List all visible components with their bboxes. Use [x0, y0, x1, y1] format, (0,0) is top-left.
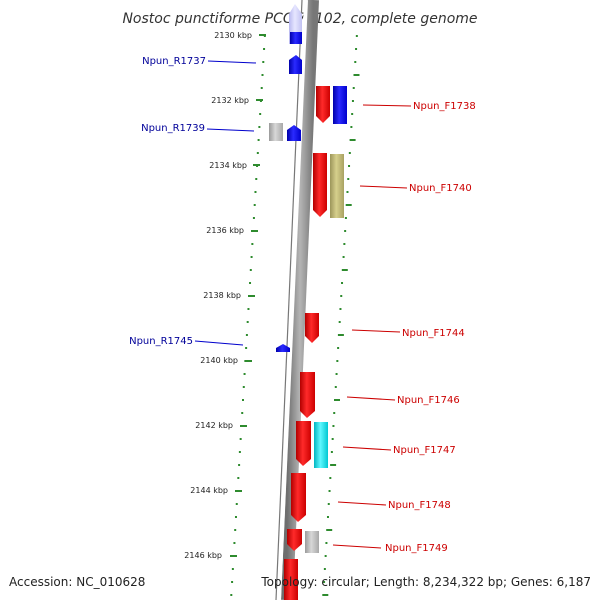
gene-label-npun-f1744[interactable]: Npun_F1744 [351, 328, 465, 339]
scale-tick: 2134 kbp [209, 161, 260, 170]
scale-tick-label: 2134 kbp [209, 161, 247, 170]
svg-text:Npun_R1737: Npun_R1737 [142, 56, 206, 67]
scale-tick: 2140 kbp [200, 356, 252, 365]
gene-feature-npun-f1748[interactable] [291, 473, 306, 522]
gene-feature[interactable] [290, 32, 302, 44]
gene-feature[interactable] [316, 86, 330, 123]
gene-feature[interactable] [287, 529, 302, 551]
scale-tick: 2138 kbp [203, 291, 255, 300]
reverse-strand-genes [269, 4, 302, 352]
scale-tick: 2144 kbp [190, 486, 242, 495]
scale-tick: 2146 kbp [184, 551, 237, 560]
forward-strand-genes [284, 86, 347, 600]
svg-text:Npun_F1748: Npun_F1748 [388, 500, 451, 511]
gene-feature-npun-r1737[interactable] [289, 55, 302, 74]
svg-text:Npun_F1747: Npun_F1747 [393, 445, 456, 456]
reverse-gene-labels: Npun_R1737 Npun_R1739 Npun_R1745 [129, 56, 257, 347]
scale-tick: 2136 kbp [206, 226, 258, 235]
gene-label-npun-r1739[interactable]: Npun_R1739 [141, 123, 255, 134]
gene-feature[interactable] [296, 421, 311, 466]
gene-feature-npun-f1738[interactable] [333, 86, 347, 124]
gene-label-npun-f1749[interactable]: Npun_F1749 [332, 543, 448, 554]
scale-tick-label: 2130 kbp [214, 31, 252, 40]
gene-feature-npun-f1744[interactable] [305, 313, 319, 343]
accession-text: Accession: NC_010628 [9, 575, 145, 589]
scale-tick-label: 2140 kbp [200, 356, 238, 365]
genome-summary-text: Topology: circular; Length: 8,234,322 bp… [260, 575, 591, 589]
scale-tick: 2142 kbp [195, 421, 247, 430]
gene-label-npun-r1745[interactable]: Npun_R1745 [129, 336, 244, 347]
gene-label-npun-f1746[interactable]: Npun_F1746 [346, 395, 460, 406]
gene-feature[interactable] [313, 153, 327, 217]
svg-text:Npun_R1739: Npun_R1739 [141, 123, 205, 134]
scale-tick-label: 2144 kbp [190, 486, 228, 495]
gene-label-npun-f1748[interactable]: Npun_F1748 [337, 500, 451, 511]
gene-feature[interactable] [269, 123, 283, 141]
svg-text:Npun_F1738: Npun_F1738 [413, 101, 476, 112]
scale-tick-label: 2142 kbp [195, 421, 233, 430]
svg-text:Npun_F1749: Npun_F1749 [385, 543, 448, 554]
gene-feature-npun-f1747[interactable] [314, 422, 328, 468]
scale-tick-label: 2146 kbp [184, 551, 222, 560]
gene-label-npun-f1740[interactable]: Npun_F1740 [359, 183, 472, 194]
gene-feature-npun-f1740[interactable] [330, 154, 344, 218]
gene-feature-npun-r1745[interactable] [276, 344, 290, 352]
scale-tick-label: 2136 kbp [206, 226, 244, 235]
svg-text:Npun_F1746: Npun_F1746 [397, 395, 460, 406]
scale-tick-label: 2132 kbp [211, 96, 249, 105]
svg-text:Npun_R1745: Npun_R1745 [129, 336, 193, 347]
scale-axis: 2130 kbp 2132 kbp 2134 kbp 2136 kbp 2138… [184, 31, 266, 560]
scale-tick-label: 2138 kbp [203, 291, 241, 300]
scale-tick: 2132 kbp [211, 96, 263, 105]
gene-feature-npun-f1746[interactable] [300, 372, 315, 418]
gene-label-npun-f1738[interactable]: Npun_F1738 [362, 101, 476, 112]
svg-text:Npun_F1744: Npun_F1744 [402, 328, 465, 339]
gene-label-npun-f1747[interactable]: Npun_F1747 [342, 445, 456, 456]
gene-feature-npun-r1739[interactable] [287, 125, 301, 141]
forward-gene-labels: Npun_F1738 Npun_F1740 Npun_F1744 Npun_F1… [332, 101, 476, 554]
gene-feature[interactable] [284, 559, 298, 600]
gene-label-npun-r1737[interactable]: Npun_R1737 [142, 56, 257, 67]
svg-text:Npun_F1740: Npun_F1740 [409, 183, 472, 194]
gene-feature-npun-f1749[interactable] [305, 531, 319, 553]
scale-tick: 2130 kbp [214, 31, 266, 40]
